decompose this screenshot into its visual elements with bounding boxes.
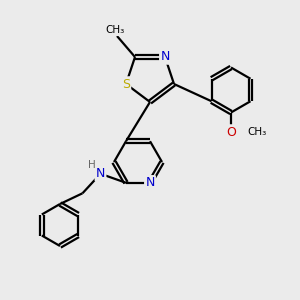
Text: O: O — [226, 125, 236, 139]
Text: H: H — [88, 160, 95, 170]
Text: CH₃: CH₃ — [106, 25, 125, 35]
Text: S: S — [122, 77, 130, 91]
Text: N: N — [160, 50, 170, 64]
Text: N: N — [145, 176, 155, 189]
Text: CH₃: CH₃ — [248, 127, 267, 137]
Text: N: N — [96, 167, 105, 180]
